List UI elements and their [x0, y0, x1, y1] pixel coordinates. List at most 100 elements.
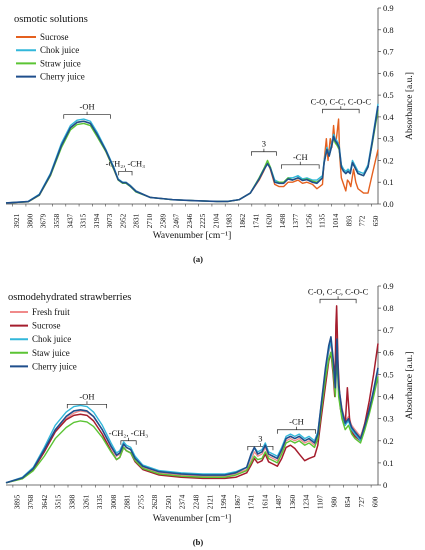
annotation-label: C-O, C-C, C-O-C	[308, 286, 369, 296]
x-tick-label: 1498	[279, 213, 287, 228]
x-tick-label: 3800	[26, 213, 34, 228]
series-line-straw-juice	[5, 110, 379, 204]
annotation-label: 3	[262, 139, 266, 149]
x-tick-label: 3642	[41, 494, 49, 509]
annotation-label: -CH	[289, 417, 304, 427]
x-tick-label: 2467	[173, 213, 181, 228]
annotation-bracket	[63, 111, 111, 119]
x-tick-label: 772	[359, 215, 367, 226]
y-tick-label: 0	[383, 480, 387, 490]
x-tick-label: 3315	[80, 213, 88, 228]
series-line-cherry-juice	[5, 336, 379, 484]
series-line-cherry-juice	[5, 105, 379, 204]
x-tick-label: 854	[344, 496, 352, 507]
x-tick-label: 2881	[124, 494, 132, 509]
legend-entry: Sucrose	[40, 32, 69, 42]
x-tick-label: 2589	[159, 213, 167, 228]
x-tick-label: 1741	[248, 494, 256, 509]
x-tick-label: 1741	[252, 213, 260, 228]
annotation-bracket	[251, 148, 277, 156]
x-tick-label: 1377	[292, 213, 300, 228]
annotation-bracket	[276, 426, 316, 434]
x-tick-label: 1256	[305, 213, 313, 228]
annotation-label: -CH	[293, 152, 308, 162]
y-tick-label: 0.7	[383, 325, 394, 335]
annotation-bracket	[281, 161, 320, 169]
legend-entry: Straw juice	[40, 58, 81, 68]
x-tick-label: 3768	[27, 494, 35, 509]
x-axis-title: Wavenumber [cm⁻¹]	[153, 514, 232, 524]
legend-entry: Fresh fruit	[32, 307, 70, 317]
x-tick-label: 2755	[137, 494, 145, 509]
legend-entry: Cherry juice	[32, 361, 77, 371]
annotation-label: 3	[258, 433, 262, 443]
x-tick-label: 893	[345, 215, 353, 226]
legend-title: osmotic solutions	[14, 14, 88, 25]
x-tick-label: 1614	[261, 494, 269, 509]
annotation-bracket	[319, 296, 357, 304]
y-axis-title: Absorbance [a.u.]	[405, 72, 415, 140]
panel-label: (a)	[193, 254, 203, 264]
x-tick-label: 2248	[193, 494, 201, 509]
x-tick-label: 3073	[106, 213, 114, 228]
y-tick-label: 0.9	[383, 281, 394, 291]
annotation-label: -CH₂, -CH₃	[109, 428, 148, 438]
x-tick-label: 3135	[96, 494, 104, 509]
y-tick-label: 0.8	[383, 25, 394, 35]
x-tick-label: 3261	[82, 494, 90, 509]
x-tick-label: 3388	[69, 494, 77, 509]
x-tick-label: 3515	[55, 494, 63, 509]
x-tick-label: 2952	[119, 213, 127, 228]
panel-label: (b)	[193, 537, 204, 547]
y-tick-label: 0.3	[383, 134, 394, 144]
x-tick-label: 2501	[165, 494, 173, 509]
x-tick-label: 1014	[332, 213, 340, 228]
y-tick-label: 0.5	[383, 90, 394, 100]
panel-b-spectrum-chart: 0 0.1 0.2 0.3 0.4 0.5 0.6 0.7 0.8 0.9 3895 3768 3642…	[5, 281, 415, 547]
y-tick-label: 0.9	[383, 3, 394, 13]
annotation-bracket	[120, 437, 137, 445]
series-line-staw-juice	[5, 351, 379, 484]
y-axis-title: Absorbance [a.u.]	[405, 352, 415, 420]
x-tick-label: 1360	[289, 494, 297, 509]
x-tick-label: 3558	[53, 213, 61, 228]
y-tick-label: 0.4	[383, 392, 394, 402]
annotation-bracket	[118, 168, 133, 176]
legend-entry: Chok juice	[40, 45, 79, 55]
legend-title: osmodehydrated strawberries	[8, 292, 131, 303]
x-tick-label: 3008	[110, 494, 118, 509]
x-tick-label: 2831	[133, 213, 141, 228]
annotation-label: -OH	[80, 102, 95, 112]
x-tick-label: 1994	[220, 494, 228, 509]
series-line-chok-juice	[5, 103, 379, 204]
x-tick-label: 2346	[186, 213, 194, 228]
x-tick-label: 3921	[13, 213, 21, 228]
x-tick-label: 600	[372, 496, 380, 507]
legend-entry: Chok juice	[32, 334, 71, 344]
annotation-bracket	[66, 401, 108, 409]
x-tick-label: 1107	[317, 495, 325, 510]
x-tick-label: 727	[358, 496, 366, 507]
y-tick-label: 0.6	[383, 68, 394, 78]
annotation-bracket	[322, 106, 360, 114]
x-tick-label: 650	[372, 215, 380, 226]
y-tick-label: 0.2	[383, 155, 394, 165]
x-tick-label: 2374	[179, 494, 187, 509]
y-tick-label: 0.4	[383, 112, 394, 122]
x-tick-label: 3679	[40, 213, 48, 228]
x-tick-label: 1234	[303, 494, 311, 509]
x-tick-label: 1135	[319, 214, 327, 229]
annotation-label: -CH₂, -CH₃	[106, 158, 145, 168]
series-line-sucrose	[5, 118, 379, 204]
y-tick-label: 0.1	[383, 177, 394, 187]
annotation-bracket	[247, 443, 274, 451]
annotation-label: C-O, C-C, C-O-C	[311, 96, 372, 106]
legend-entry: Cherry juice	[40, 72, 85, 82]
x-axis-title: Wavenumber [cm⁻¹]	[153, 231, 232, 241]
x-tick-label: 3194	[93, 213, 101, 228]
x-tick-label: 980	[330, 496, 338, 507]
y-tick-label: 0.2	[383, 436, 394, 446]
y-tick-label: 0.8	[383, 303, 394, 313]
